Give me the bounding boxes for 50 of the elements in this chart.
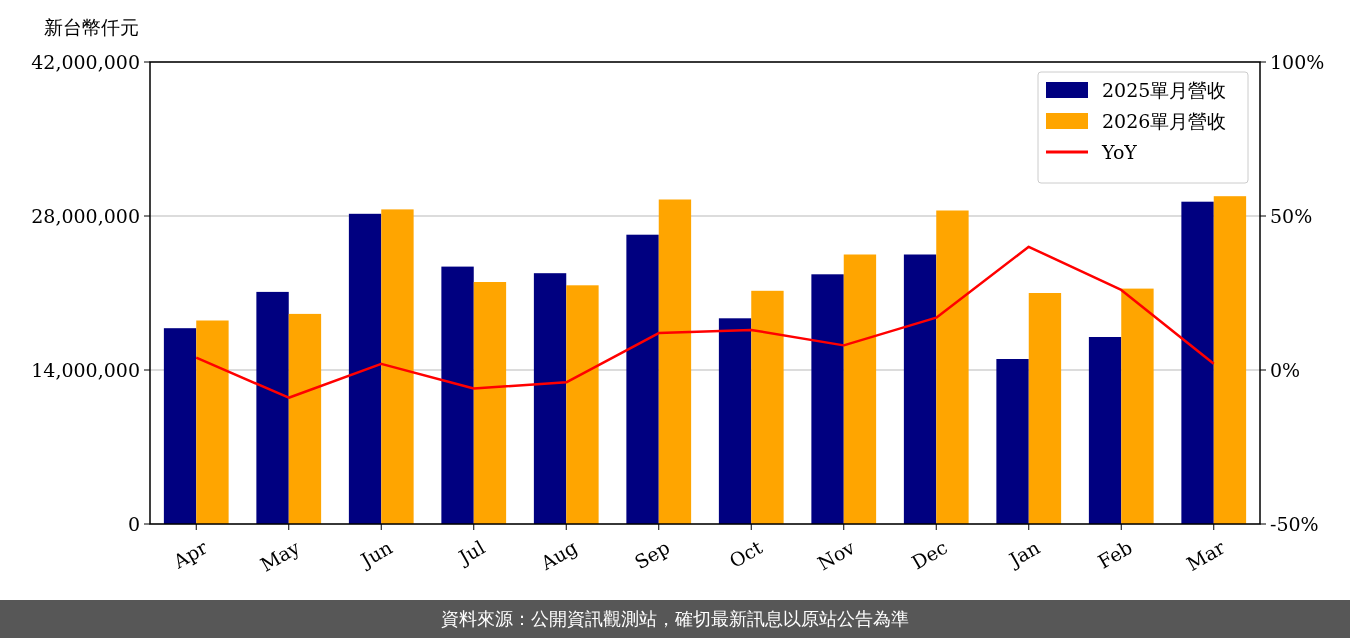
bar (811, 274, 844, 524)
y2-tick-label: 100% (1270, 50, 1325, 73)
x-tick-label: Sep (630, 535, 674, 574)
y2-tick-label: 50% (1270, 204, 1313, 227)
bar (441, 266, 474, 524)
x-tick-label: Jul (453, 535, 489, 569)
bar (1121, 288, 1154, 524)
y-tick-label: 0 (127, 512, 140, 535)
x-tick-label: Jan (1003, 535, 1044, 572)
x-tick-label: Jun (355, 535, 396, 573)
bar (718, 318, 752, 524)
bar (473, 282, 507, 524)
y-tick-label: 42,000,000 (31, 50, 140, 73)
bar (533, 273, 567, 524)
bar (658, 199, 692, 524)
bar (936, 210, 969, 524)
bar (996, 359, 1029, 524)
x-tick-label: Aug (536, 535, 581, 575)
y2-tick-label: 0% (1270, 358, 1301, 381)
x-tick-label: Mar (1182, 535, 1230, 575)
bar (163, 328, 197, 524)
y-tick-label: 14,000,000 (31, 358, 140, 381)
bar (288, 313, 322, 524)
legend-label: YoY (1101, 140, 1138, 163)
bar (381, 209, 414, 524)
x-tick-label: May (256, 535, 304, 576)
x-tick-label: Apr (168, 535, 212, 573)
bar (626, 234, 659, 524)
x-tick-label: Dec (907, 535, 951, 574)
bar (348, 213, 382, 524)
bar (256, 291, 289, 524)
x-tick-label: Oct (725, 535, 767, 572)
line-series (195, 245, 1215, 399)
x-tick-label: Feb (1094, 535, 1136, 573)
bar (196, 320, 229, 524)
legend-label: 2025單月營收 (1102, 78, 1227, 101)
source-note: 資料來源：公開資訊觀測站，確切最新訊息以原站公告為準 (441, 608, 909, 630)
y-axis-title: 新台幣仟元 (44, 16, 139, 38)
bar (1028, 293, 1062, 524)
y2-tick-label: -50% (1270, 512, 1319, 535)
bar (751, 290, 784, 524)
bar (1181, 201, 1214, 524)
bar (1213, 196, 1247, 524)
bar (1088, 337, 1122, 524)
bar (566, 285, 599, 524)
bar (843, 254, 877, 524)
y-tick-label: 28,000,000 (31, 204, 140, 227)
bar (903, 254, 937, 524)
legend-label: 2026單月營收 (1102, 109, 1227, 132)
x-tick-label: Nov (813, 535, 859, 575)
